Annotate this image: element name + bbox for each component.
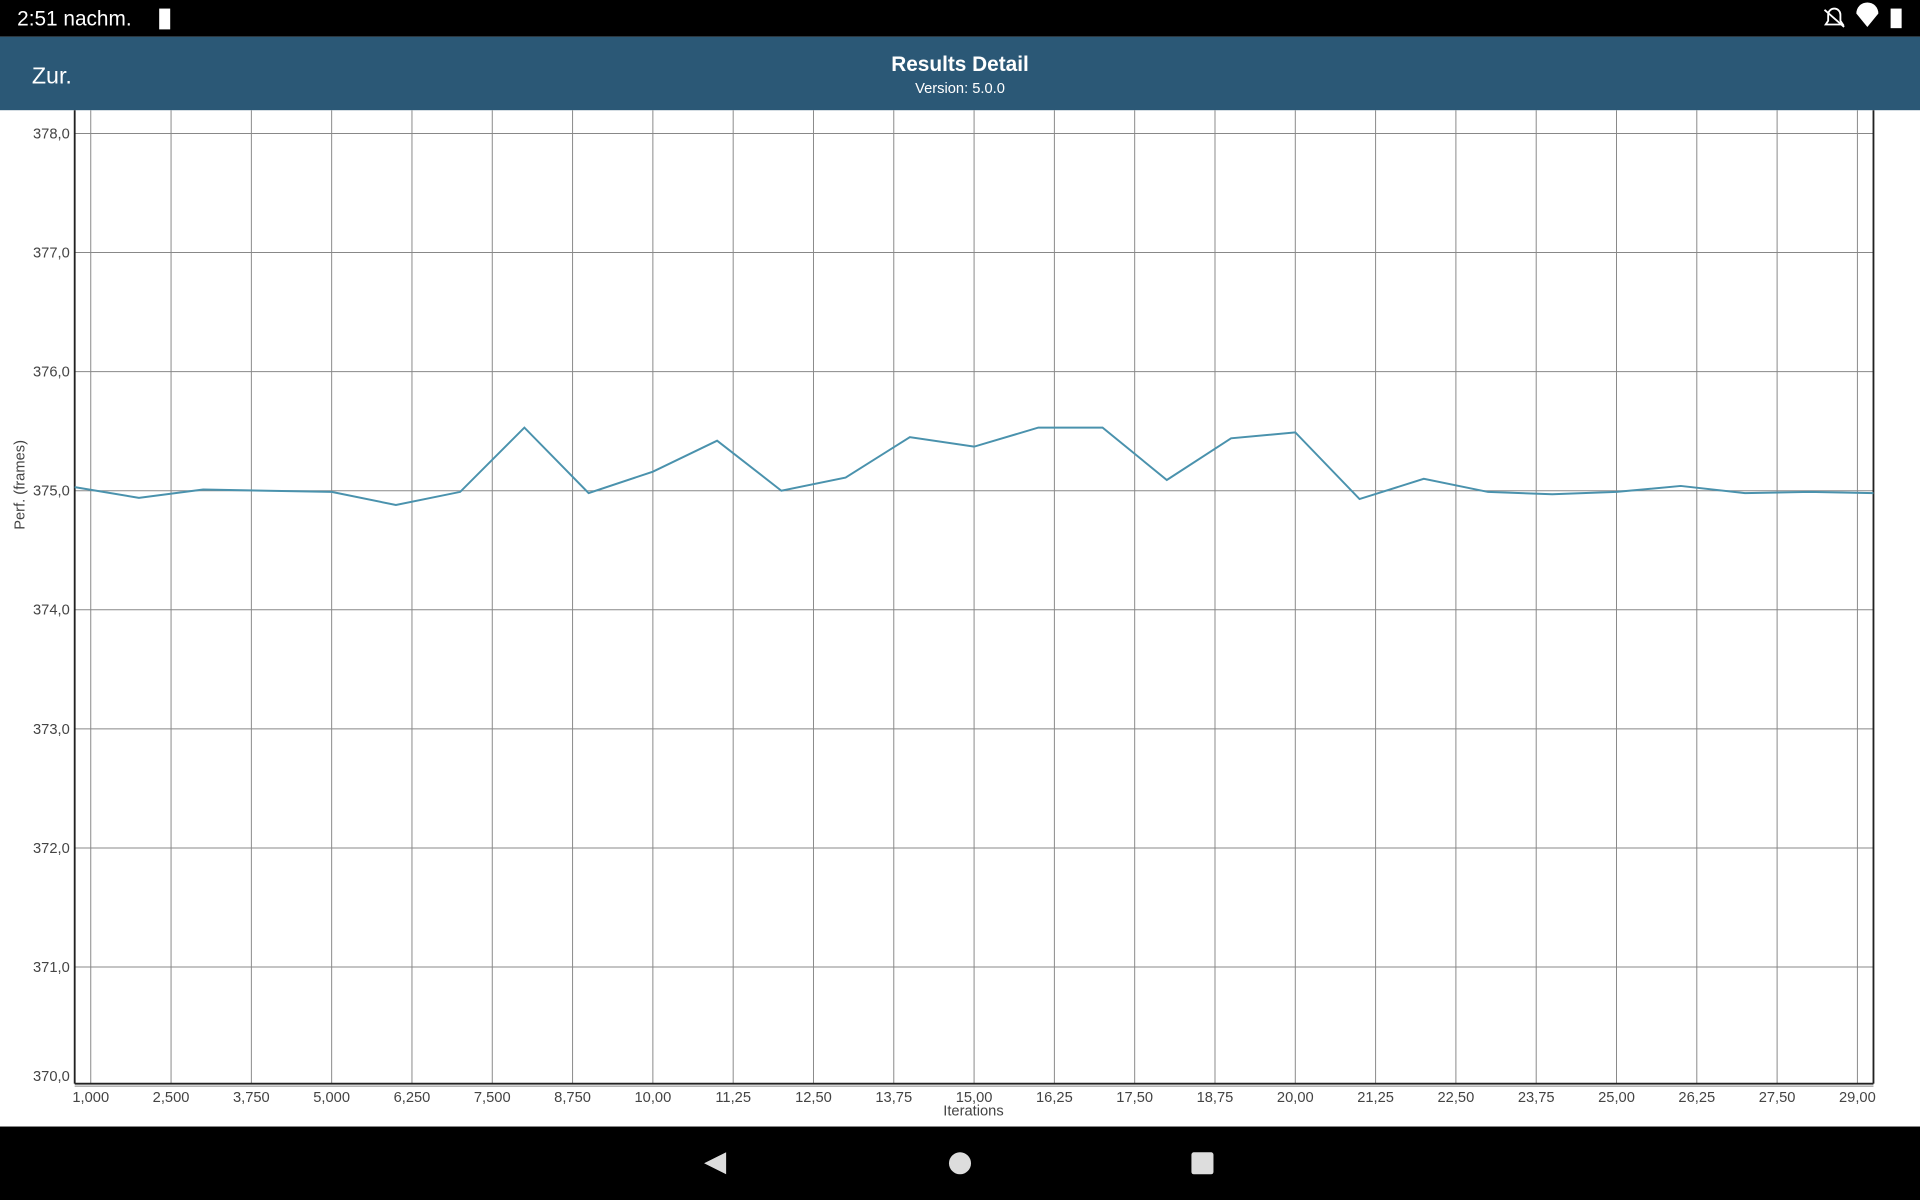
header-title: Results Detail [891, 53, 1029, 76]
x-tick-label: 2,500 [153, 1090, 190, 1106]
y-tick-label: 375,0 [33, 484, 70, 500]
mute-icon [1823, 7, 1845, 28]
x-tick-label: 20,00 [1277, 1090, 1314, 1106]
y-axis-label: Perf. (frames) [12, 440, 28, 530]
x-tick-label: 25,00 [1598, 1090, 1635, 1106]
x-tick-label: 27,50 [1759, 1090, 1796, 1106]
x-tick-label: 29,00 [1839, 1090, 1876, 1106]
y-tick-label: 376,0 [33, 365, 70, 381]
x-tick-label: 10,00 [634, 1090, 671, 1106]
x-tick-label: 17,50 [1116, 1090, 1153, 1106]
x-tick-label: 18,75 [1197, 1090, 1234, 1106]
nav-recents[interactable] [1191, 1152, 1214, 1175]
x-axis-label: Iterations [943, 1104, 1003, 1120]
x-tick-label: 11,25 [715, 1090, 751, 1106]
y-tick-label: 374,0 [33, 603, 70, 619]
x-tick-label: 5,000 [313, 1090, 350, 1106]
data-line [74, 426, 1874, 507]
x-tick-label: 16,25 [1036, 1090, 1073, 1106]
x-tick-label: 6,250 [394, 1090, 431, 1106]
x-tick-label: 7,500 [474, 1090, 511, 1106]
back-button[interactable]: Zur. [32, 62, 72, 88]
wifi-icon [1856, 2, 1879, 27]
x-tick-label: 12,50 [795, 1090, 832, 1106]
y-tick-label: 377,0 [33, 245, 70, 261]
status-time: 2:51 nachm. [17, 8, 131, 31]
y-tick-label: 371,0 [33, 960, 70, 976]
x-tick-label: 1,000 [72, 1090, 109, 1106]
status-bar [0, 0, 1920, 37]
x-tick-label: 26,25 [1678, 1090, 1715, 1106]
nav-back[interactable] [704, 1152, 727, 1175]
nav-home[interactable] [948, 1152, 972, 1175]
plot: 370,0 371,0 372,0 373,0 374,0 375,0 376,0 377,0… [33, 110, 1876, 1106]
x-tick-label: 13,75 [875, 1090, 912, 1106]
y-tick-label: 372,0 [33, 841, 70, 857]
battery-icon [1890, 8, 1902, 29]
y-tick-label: 370,0 [33, 1069, 70, 1085]
y-tick-label: 373,0 [33, 722, 70, 738]
app-header [0, 36, 1920, 111]
x-tick-label: 23,75 [1518, 1090, 1555, 1106]
x-tick-label: 15,00 [956, 1090, 993, 1106]
x-tick-label: 3,750 [233, 1090, 270, 1106]
battery-icon [159, 8, 171, 30]
x-tick-label: 22,50 [1438, 1090, 1475, 1106]
x-tick-label: 8,750 [554, 1090, 591, 1106]
x-tick-label: 21,25 [1357, 1090, 1394, 1106]
header-subtitle: Version: 5.0.0 [915, 81, 1005, 97]
y-tick-label: 378,0 [33, 126, 70, 142]
